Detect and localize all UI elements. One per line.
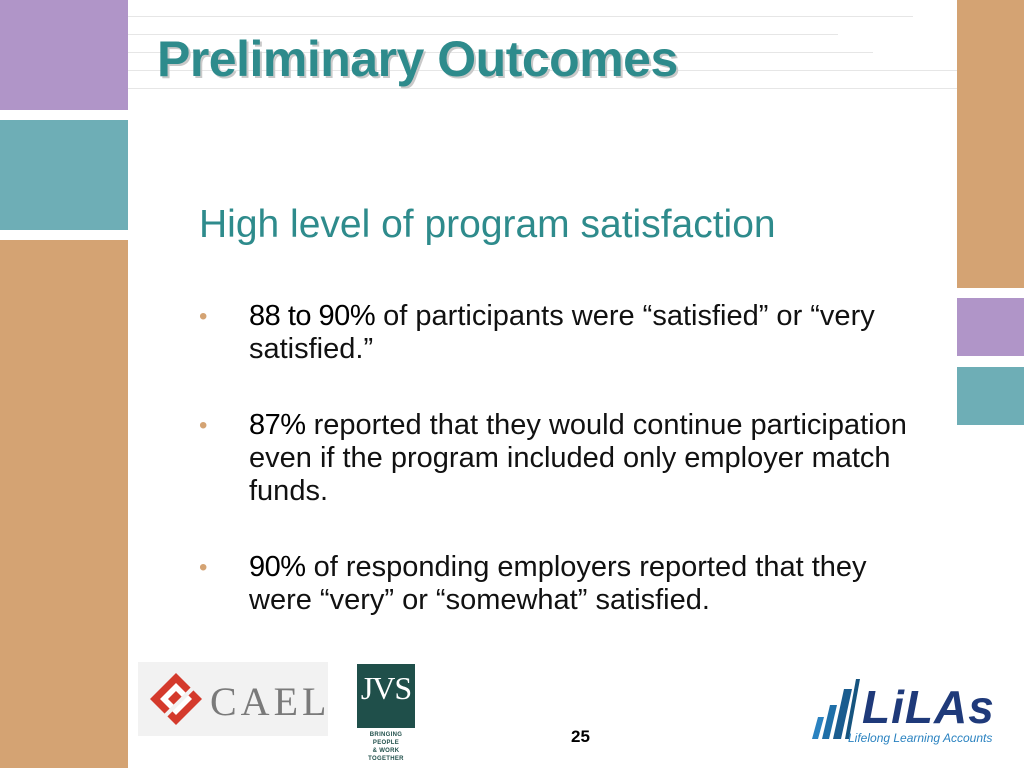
- bullet-icon: •: [199, 554, 208, 581]
- header-rule: [128, 88, 957, 89]
- right-tan-block: [957, 0, 1024, 288]
- lilas-bars-icon: [812, 679, 860, 739]
- left-tan-block: [0, 240, 128, 768]
- left-teal-block: [0, 120, 128, 230]
- slide-title: Preliminary Outcomes: [157, 31, 678, 87]
- bullet-list: • 88 to 90% of participants were “satisf…: [199, 300, 929, 617]
- right-teal-block: [957, 367, 1024, 425]
- jvs-logo: JVS BRINGING PEOPLE & WORK TOGETHER: [357, 664, 415, 762]
- jvs-logo-text: JVS: [360, 670, 412, 706]
- bullet-stat: 87%: [249, 409, 306, 441]
- header-rule: [128, 70, 957, 71]
- jvs-tagline: BRINGING PEOPLE & WORK TOGETHER: [357, 731, 415, 763]
- bullet-item: • 87% reported that they would continue …: [199, 409, 929, 508]
- cael-diamond-icon: [150, 673, 202, 725]
- bullet-text: of responding employers reported that th…: [249, 551, 867, 616]
- cael-logo-text: CAEL: [210, 679, 331, 724]
- header-rule: [128, 52, 873, 53]
- bullet-text: reported that they would continue partic…: [249, 409, 907, 507]
- header-rule: [128, 16, 913, 17]
- page-number: 25: [571, 727, 590, 746]
- bullet-icon: •: [199, 412, 208, 439]
- lilas-logo-text: LiLAs: [862, 681, 995, 733]
- cael-logo: CAEL: [138, 662, 328, 736]
- right-purple-block: [957, 298, 1024, 356]
- bullet-item: • 90% of responding employers reported t…: [199, 551, 929, 617]
- bullet-stat: 90%: [249, 551, 306, 583]
- jvs-logo-box: JVS: [357, 664, 415, 728]
- jvs-tagline-line: & WORK TOGETHER: [368, 748, 404, 762]
- lilas-logo: LiLAs Lifelong Learning Accounts: [808, 675, 998, 747]
- jvs-tagline-line: BRINGING PEOPLE: [369, 732, 403, 746]
- bullet-icon: •: [199, 303, 208, 330]
- lilas-tagline: Lifelong Learning Accounts: [848, 731, 993, 745]
- bullet-stat: 88 to 90%: [249, 300, 376, 332]
- header-rule: [128, 34, 838, 35]
- bullet-item: • 88 to 90% of participants were “satisf…: [199, 300, 929, 366]
- slide-subtitle: High level of program satisfaction: [199, 203, 776, 246]
- left-purple-block: [0, 0, 128, 110]
- bullet-text: of participants were “satisfied” or “ver…: [249, 300, 875, 365]
